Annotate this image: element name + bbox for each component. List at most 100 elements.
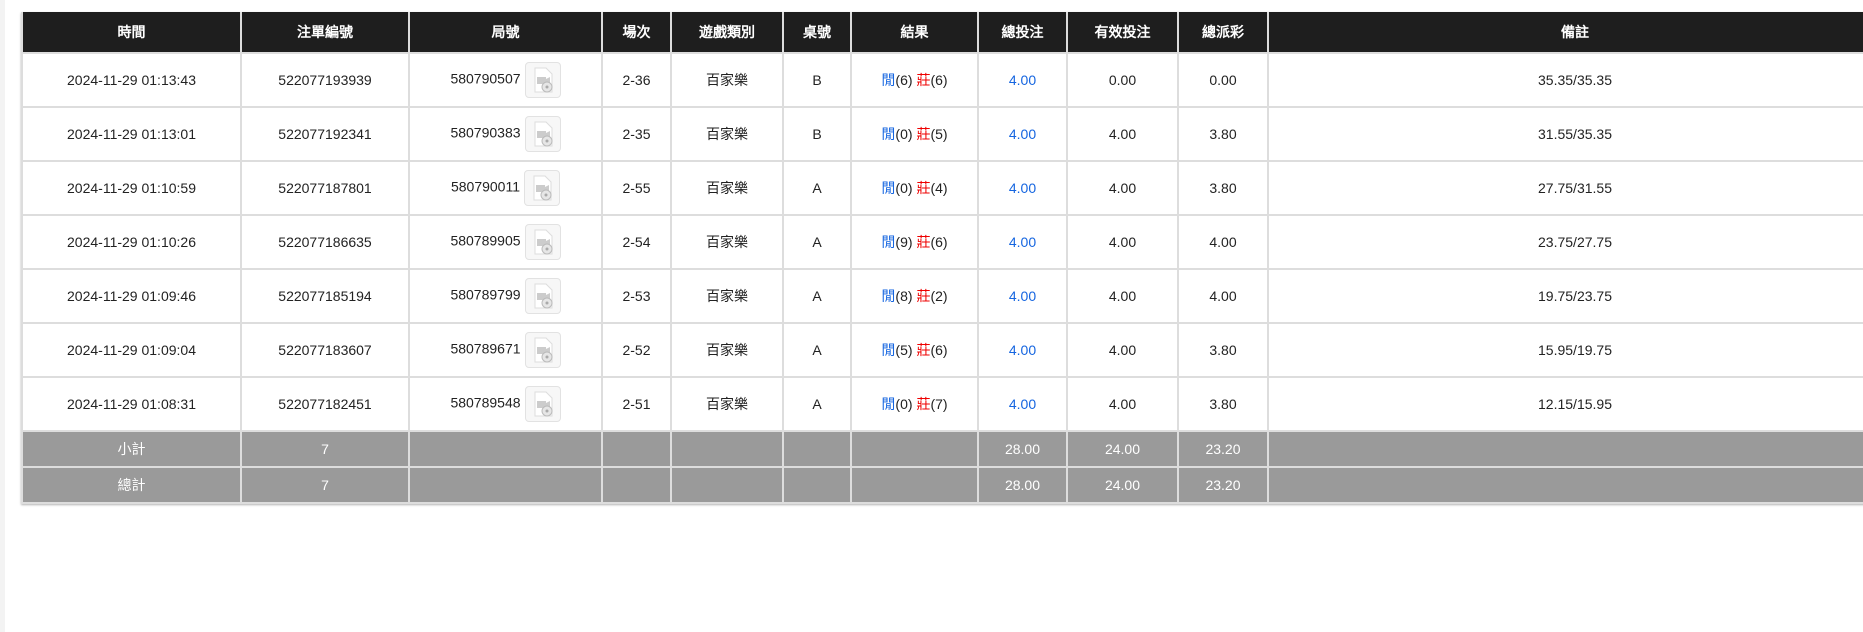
shoe-cell: 2-35 [601,106,672,162]
empty-cell [670,430,784,468]
table-cell: A [782,376,852,432]
valid-bet-cell: 4.00 [1066,268,1179,324]
valid-bet-cell: 4.00 [1066,214,1179,270]
table-row: 2024-11-29 01:09:46 522077185194 5807897… [21,268,1863,324]
column-header: 桌號 [782,12,852,54]
player-score: (8) [895,288,913,304]
payout-cell: 0.00 [1177,52,1269,108]
game-type-cell: 百家樂 [670,376,784,432]
game-type-cell: 百家樂 [670,160,784,216]
round-cell: 580790507 [408,52,603,108]
video-file-icon[interactable] [524,224,561,260]
total-bet-link[interactable]: 4.00 [977,376,1068,432]
empty-cell [1267,466,1863,504]
video-file-icon[interactable] [524,386,561,422]
table-row: 2024-11-29 01:10:26 522077186635 5807899… [21,214,1863,270]
round-number: 580789548 [450,394,521,411]
summary-count: 7 [240,430,410,468]
game-type-cell: 百家樂 [670,268,784,324]
valid-bet-cell: 0.00 [1066,52,1179,108]
table-header-row: 時間 注單編號 局號 場次 遊戲類別 桌號 結果 總投注 有效投注 總派彩 備註 [21,12,1863,54]
game-type-cell: 百家樂 [670,322,784,378]
time-cell: 2024-11-29 01:09:46 [21,268,242,324]
table-cell: B [782,106,852,162]
table-row: 2024-11-29 01:10:59 522077187801 5807900… [21,160,1863,216]
player-label: 閒 [881,72,896,88]
payout-cell: 3.80 [1177,106,1269,162]
total-bet-link[interactable]: 4.00 [977,106,1068,162]
payout-cell: 3.80 [1177,376,1269,432]
player-score: (6) [895,72,913,88]
table-cell: A [782,268,852,324]
column-header: 備註 [1267,12,1863,54]
payout-cell: 4.00 [1177,214,1269,270]
round-number: 580789799 [450,286,521,303]
bet-history-table: 時間 注單編號 局號 場次 遊戲類別 桌號 結果 總投注 有效投注 總派彩 備註 2024-11-2… [21,12,1863,504]
payout-cell: 4.00 [1177,268,1269,324]
player-label: 閒 [881,234,896,250]
bet-id-cell: 522077187801 [240,160,410,216]
banker-label: 莊 [916,126,931,142]
note-cell: 35.35/35.35 [1267,52,1863,108]
video-file-icon[interactable] [524,116,561,152]
shoe-cell: 2-55 [601,160,672,216]
time-cell: 2024-11-29 01:10:26 [21,214,242,270]
banker-score: (4) [930,180,948,196]
total-bet-link[interactable]: 4.00 [977,52,1068,108]
column-header: 有效投注 [1066,12,1179,54]
game-type-cell: 百家樂 [670,214,784,270]
note-cell: 15.95/19.75 [1267,322,1863,378]
video-file-icon[interactable] [524,62,561,98]
total-bet-link[interactable]: 4.00 [977,214,1068,270]
result-cell: 閒(5) 莊(6) [850,322,979,378]
player-label: 閒 [881,126,896,142]
column-header: 場次 [601,12,672,54]
note-cell: 12.15/15.95 [1267,376,1863,432]
result-cell: 閒(9) 莊(6) [850,214,979,270]
total-bet-link[interactable]: 4.00 [977,160,1068,216]
shoe-cell: 2-53 [601,268,672,324]
player-label: 閒 [881,180,896,196]
column-header: 總派彩 [1177,12,1269,54]
grand_total-row: 總計 7 28.00 24.00 23.20 [21,466,1863,504]
payout-cell: 3.80 [1177,322,1269,378]
total-bet-link[interactable]: 4.00 [977,268,1068,324]
summary-total-bet: 28.00 [977,430,1068,468]
banker-score: (5) [930,126,948,142]
time-cell: 2024-11-29 01:09:04 [21,322,242,378]
note-cell: 19.75/23.75 [1267,268,1863,324]
total-bet-link[interactable]: 4.00 [977,322,1068,378]
result-cell: 閒(0) 莊(4) [850,160,979,216]
video-file-icon[interactable] [524,278,561,314]
shoe-cell: 2-51 [601,376,672,432]
summary-count: 7 [240,466,410,504]
empty-cell [601,466,672,504]
banker-label: 莊 [916,72,931,88]
empty-cell [670,466,784,504]
bet-id-cell: 522077193939 [240,52,410,108]
column-header: 遊戲類別 [670,12,784,54]
banker-label: 莊 [916,234,931,250]
round-number: 580790507 [450,70,521,87]
empty-cell [850,466,979,504]
video-file-icon[interactable] [524,170,561,206]
round-cell: 580789905 [408,214,603,270]
payout-cell: 3.80 [1177,160,1269,216]
player-label: 閒 [881,342,896,358]
player-score: (9) [895,234,913,250]
column-header: 結果 [850,12,979,54]
valid-bet-cell: 4.00 [1066,376,1179,432]
empty-cell [850,430,979,468]
empty-cell [408,430,603,468]
summary-payout: 23.20 [1177,430,1269,468]
banker-score: (6) [930,72,948,88]
video-file-icon[interactable] [524,332,561,368]
empty-cell [782,466,852,504]
result-cell: 閒(0) 莊(5) [850,106,979,162]
player-score: (0) [895,126,913,142]
bet-id-cell: 522077186635 [240,214,410,270]
result-cell: 閒(8) 莊(2) [850,268,979,324]
bet-id-cell: 522077192341 [240,106,410,162]
round-number: 580789905 [450,232,521,249]
table-cell: A [782,322,852,378]
